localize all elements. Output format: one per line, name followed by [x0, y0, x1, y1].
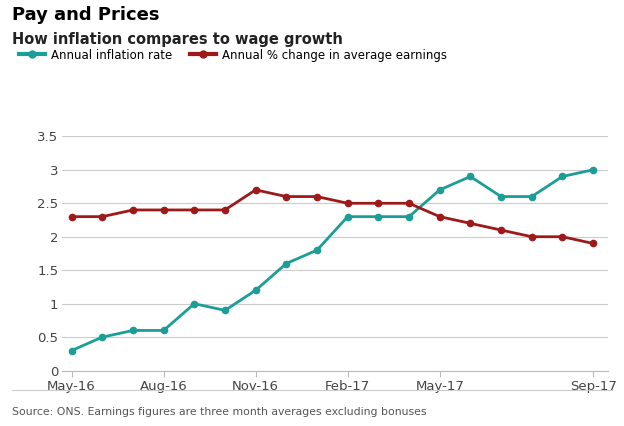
- Text: B: B: [502, 406, 510, 416]
- Text: How inflation compares to wage growth: How inflation compares to wage growth: [12, 32, 343, 47]
- Legend: Annual inflation rate, Annual % change in average earnings: Annual inflation rate, Annual % change i…: [19, 49, 447, 61]
- Text: Pay and Prices: Pay and Prices: [12, 6, 160, 24]
- Text: C: C: [560, 406, 569, 416]
- Text: B: B: [531, 406, 540, 416]
- Text: Source: ONS. Earnings figures are three month averages excluding bonuses: Source: ONS. Earnings figures are three …: [12, 407, 427, 417]
